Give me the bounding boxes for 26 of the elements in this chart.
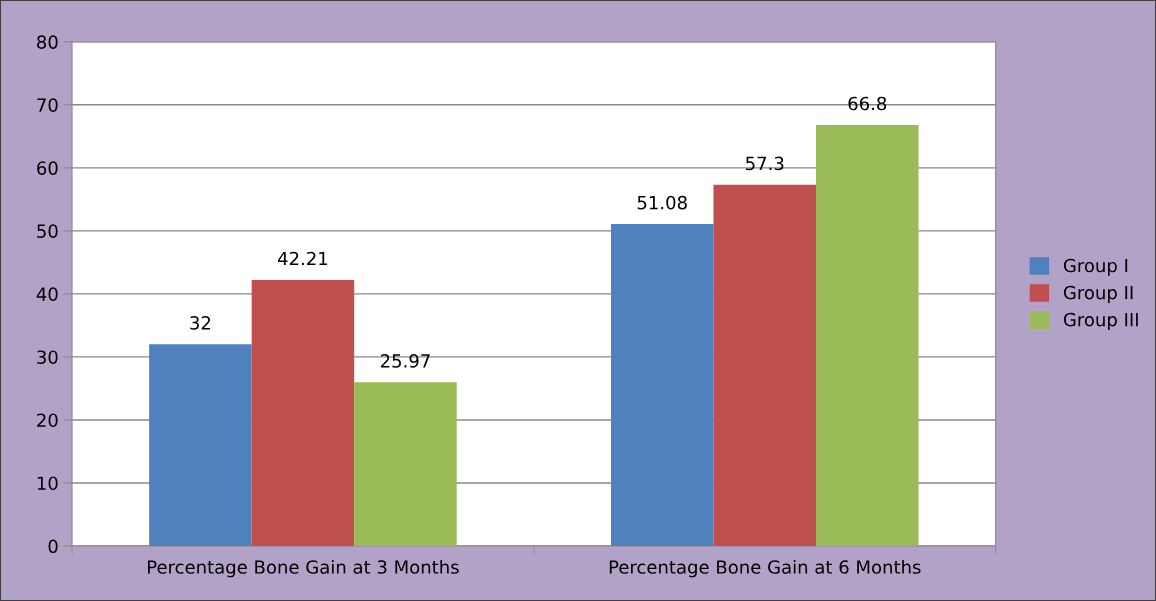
data-label: 51.08 bbox=[637, 195, 687, 210]
y-tick-label: 70 bbox=[37, 98, 58, 112]
x-tick-label: Percentage Bone Gain at 6 Months bbox=[609, 559, 921, 578]
legend-label: Group II bbox=[1063, 285, 1133, 303]
data-label: 32 bbox=[190, 316, 211, 330]
y-tick-label: 40 bbox=[36, 287, 58, 302]
y-tick-label: 50 bbox=[37, 224, 58, 238]
bar bbox=[713, 184, 817, 547]
y-tick-label: 10 bbox=[37, 476, 58, 491]
data-label: 57.3 bbox=[746, 156, 784, 171]
y-tick-label: 60 bbox=[37, 161, 58, 175]
data-label: 66.8 bbox=[848, 96, 887, 111]
data-label: 42.21 bbox=[277, 251, 328, 266]
bar bbox=[816, 124, 919, 547]
legend-label: Group III bbox=[1063, 312, 1138, 330]
legend-label: Group I bbox=[1063, 258, 1128, 276]
bar bbox=[610, 224, 714, 547]
data-label: 25.97 bbox=[380, 354, 430, 368]
y-tick-label: 20 bbox=[37, 413, 58, 428]
x-tick-label: Percentage Bone Gain at 3 Months bbox=[148, 559, 459, 578]
y-tick-label: 80 bbox=[37, 35, 58, 49]
y-tick-label: 0 bbox=[48, 539, 58, 554]
bar bbox=[149, 344, 252, 547]
y-tick-label: 30 bbox=[37, 350, 58, 365]
bar bbox=[354, 382, 457, 547]
bar bbox=[251, 279, 355, 547]
